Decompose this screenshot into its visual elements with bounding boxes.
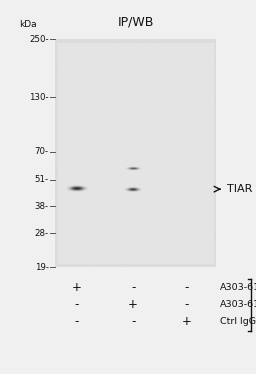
Text: TIAR: TIAR <box>227 184 252 194</box>
Text: 51-: 51- <box>35 175 49 184</box>
Text: -: - <box>185 282 189 294</box>
Text: Ctrl IgG: Ctrl IgG <box>220 317 256 326</box>
Bar <box>55 39 216 267</box>
Text: 19-: 19- <box>35 263 49 272</box>
Text: +: + <box>72 282 82 294</box>
Text: 38-: 38- <box>35 202 49 211</box>
Text: -: - <box>74 298 79 311</box>
Text: -: - <box>131 315 135 328</box>
Text: 70-: 70- <box>35 147 49 156</box>
Text: +: + <box>128 298 138 311</box>
Bar <box>58 43 214 264</box>
Text: -: - <box>131 282 135 294</box>
Text: 250-: 250- <box>29 35 49 44</box>
Text: +: + <box>182 315 192 328</box>
Text: A303-612A: A303-612A <box>220 283 256 292</box>
Text: -: - <box>185 298 189 311</box>
Text: kDa: kDa <box>19 20 37 29</box>
Text: A303-613A: A303-613A <box>220 300 256 309</box>
Text: -: - <box>74 315 79 328</box>
Text: 130-: 130- <box>29 93 49 102</box>
Text: 28-: 28- <box>35 229 49 237</box>
Text: IP/WB: IP/WB <box>118 16 154 29</box>
